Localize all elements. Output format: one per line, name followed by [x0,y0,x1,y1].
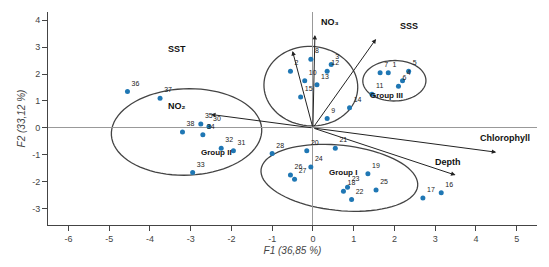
svg-text:NO₂: NO₂ [168,101,186,111]
svg-text:11: 11 [376,82,383,89]
svg-text:Depth: Depth [435,157,461,167]
svg-text:15: 15 [305,85,313,92]
svg-text:-1: -1 [268,234,276,244]
svg-text:F1 (36,85 %): F1 (36,85 %) [264,245,322,256]
svg-text:14: 14 [354,96,362,103]
svg-text:2: 2 [35,69,40,79]
svg-text:22: 22 [356,188,364,195]
svg-text:7: 7 [384,61,388,68]
svg-text:28: 28 [276,142,284,149]
svg-text:5: 5 [514,234,519,244]
svg-text:21: 21 [339,136,347,143]
svg-text:NO₃: NO₃ [321,17,339,27]
svg-text:20: 20 [311,139,319,146]
svg-text:1: 1 [351,234,356,244]
svg-text:-3: -3 [32,204,40,214]
svg-text:SST: SST [168,44,186,54]
svg-text:3: 3 [335,53,339,60]
svg-text:4: 4 [407,69,411,76]
svg-text:36: 36 [132,80,140,87]
svg-text:26: 26 [295,163,303,170]
svg-text:4: 4 [473,234,478,244]
svg-text:0: 0 [35,123,40,133]
svg-text:2: 2 [295,59,299,66]
svg-text:10: 10 [309,69,317,76]
svg-text:18: 18 [348,179,356,186]
svg-text:38: 38 [187,120,195,127]
svg-text:4: 4 [35,15,40,25]
svg-text:-3: -3 [187,234,195,244]
svg-text:34: 34 [207,123,215,130]
svg-text:1: 1 [392,61,396,68]
svg-text:-5: -5 [105,234,113,244]
svg-text:Group III: Group III [370,91,403,100]
svg-text:0: 0 [310,234,315,244]
svg-text:SSS: SSS [400,21,418,31]
svg-text:Group II: Group II [201,148,232,157]
svg-text:30: 30 [213,115,221,122]
svg-text:-2: -2 [32,177,40,187]
svg-text:2: 2 [392,234,397,244]
svg-text:-6: -6 [64,234,72,244]
svg-text:17: 17 [427,186,435,193]
svg-text:8: 8 [315,47,319,54]
svg-text:6: 6 [403,74,407,81]
svg-text:25: 25 [380,178,388,185]
svg-text:33: 33 [197,161,205,168]
svg-text:35: 35 [205,112,213,119]
svg-text:1: 1 [35,96,40,106]
svg-text:Group I: Group I [329,168,357,177]
svg-text:-4: -4 [146,234,154,244]
svg-text:-1: -1 [32,150,40,160]
svg-text:27: 27 [299,167,307,174]
svg-text:3: 3 [433,234,438,244]
svg-text:16: 16 [445,181,453,188]
svg-text:F2 (33,12 %): F2 (33,12 %) [16,90,27,148]
svg-text:23: 23 [352,175,360,182]
svg-text:5: 5 [413,59,417,66]
svg-text:12: 12 [331,59,339,66]
svg-text:9: 9 [331,107,335,114]
svg-text:31: 31 [238,139,246,146]
svg-text:32: 32 [225,136,233,143]
svg-text:Chlorophyll: Chlorophyll [480,133,530,143]
svg-text:3: 3 [35,42,40,52]
svg-text:24: 24 [315,155,323,162]
svg-text:-2: -2 [227,234,235,244]
svg-text:37: 37 [164,86,172,93]
svg-text:19: 19 [372,162,380,169]
svg-text:13: 13 [321,73,329,80]
